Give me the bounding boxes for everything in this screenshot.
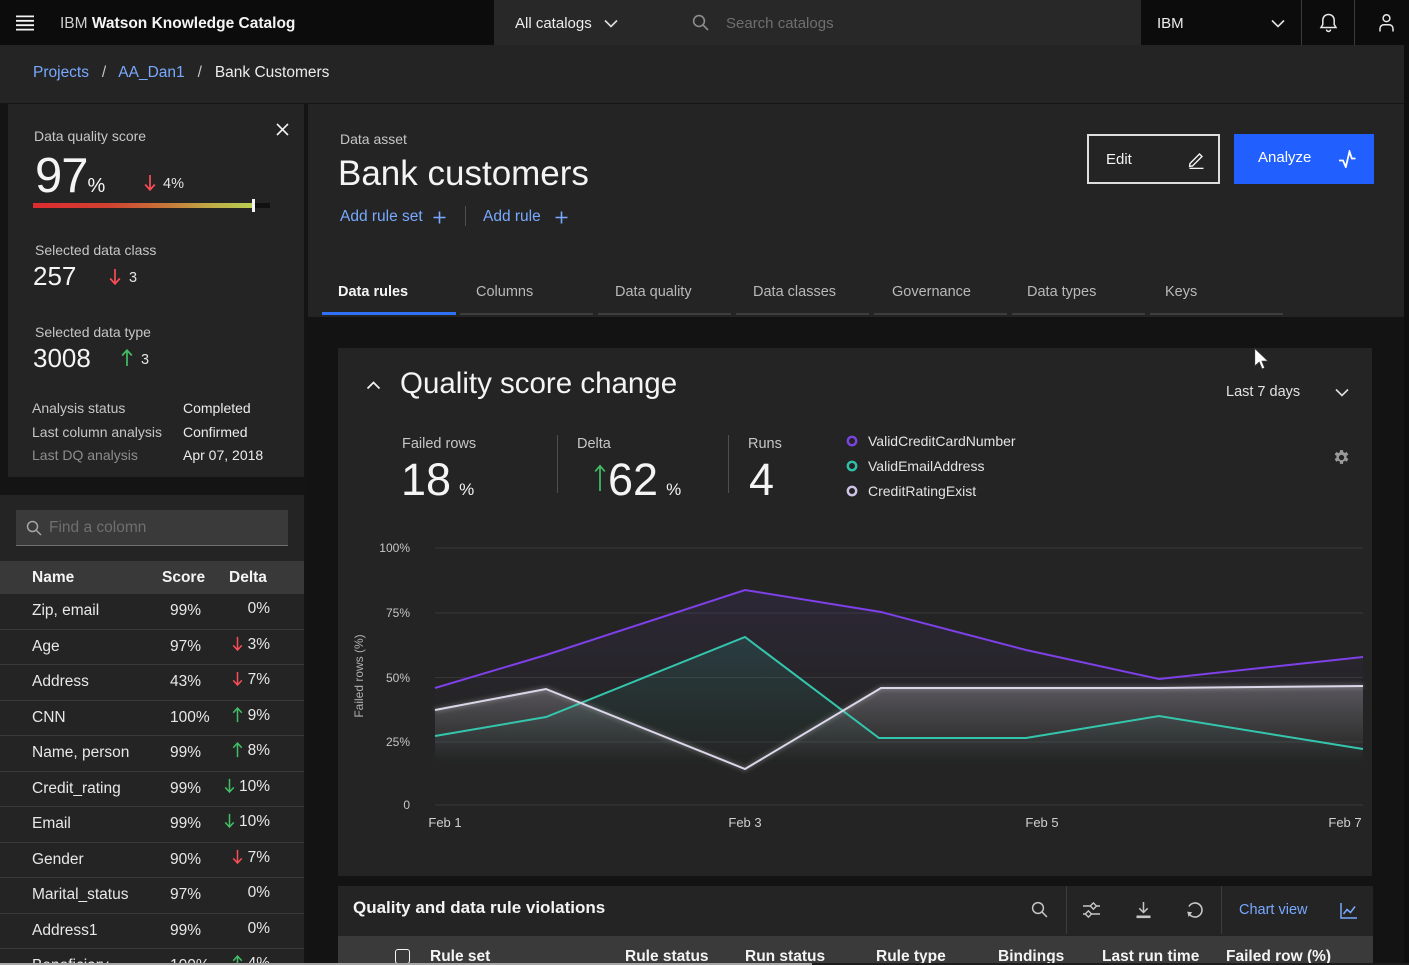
svg-text:Feb 3: Feb 3 (728, 815, 761, 830)
svg-text:0: 0 (403, 798, 410, 812)
svg-text:50%: 50% (386, 671, 410, 685)
svg-text:100%: 100% (379, 541, 410, 555)
svg-text:Failed rows (%): Failed rows (%) (352, 634, 366, 717)
svg-text:25%: 25% (386, 735, 410, 749)
svg-text:Feb 5: Feb 5 (1025, 815, 1058, 830)
svg-text:75%: 75% (386, 606, 410, 620)
svg-text:Feb 1: Feb 1 (428, 815, 461, 830)
svg-text:Feb 7: Feb 7 (1328, 815, 1361, 830)
